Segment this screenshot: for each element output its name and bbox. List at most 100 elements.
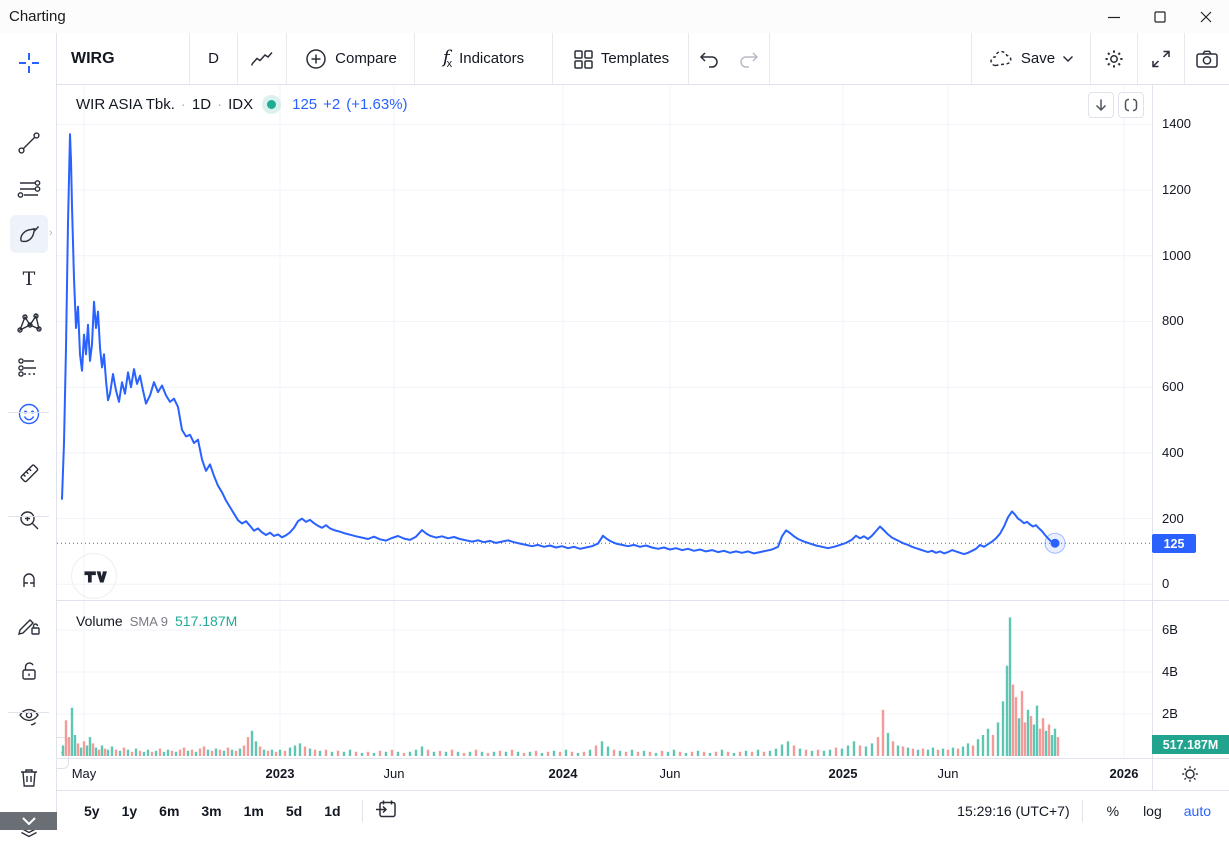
legend-exchange[interactable]: IDX: [228, 96, 254, 113]
date-range-switcher: 5y 1y 6m 3m 1m 5d 1d: [73, 803, 352, 819]
market-status-dot[interactable]: [267, 100, 277, 109]
cloud-icon: [990, 50, 1012, 66]
line-chart-icon: [251, 51, 273, 65]
price-tick-label: 1200: [1162, 182, 1191, 197]
templates-button[interactable]: Templates: [553, 33, 689, 84]
legend-interval[interactable]: 1D: [191, 96, 212, 113]
sidebar-separator: [8, 712, 49, 713]
save-button[interactable]: Save: [971, 33, 1091, 84]
indicators-button[interactable]: fx Indicators: [415, 33, 553, 84]
legend-change-pct: (+1.63%): [346, 96, 408, 113]
undo-icon[interactable]: [696, 48, 720, 70]
price-tick-label: 800: [1162, 313, 1184, 328]
close-button[interactable]: [1183, 0, 1229, 33]
volume-sma-label[interactable]: SMA 9: [129, 613, 168, 629]
range-6m[interactable]: 6m: [159, 802, 180, 819]
go-to-date-icon: [375, 800, 396, 818]
compare-button[interactable]: Compare: [287, 33, 415, 84]
xabcd-pattern-tool[interactable]: [10, 304, 48, 342]
minimize-button[interactable]: [1091, 0, 1137, 33]
snapshot-button[interactable]: [1185, 33, 1229, 84]
svg-text:T: T: [23, 268, 36, 290]
redo-icon[interactable]: [738, 48, 762, 70]
time-tick-label: Jun: [383, 766, 405, 781]
zoom-in-tool[interactable]: [10, 501, 48, 539]
time-tick-label: 2024: [548, 766, 578, 781]
crosshair-tool[interactable]: [10, 44, 48, 82]
legend-title[interactable]: WIR ASIA Tbk.: [76, 96, 175, 113]
legend-separator: ·: [217, 96, 223, 113]
undo-redo-group: [689, 33, 770, 84]
magnet-tool[interactable]: [10, 561, 48, 599]
compare-label: Compare: [335, 50, 397, 67]
last-price-badge: 125: [1152, 534, 1196, 553]
drawing-mode-lock-tool[interactable]: [10, 606, 48, 644]
camera-icon: [1196, 50, 1218, 68]
range-1d[interactable]: 1d: [324, 802, 341, 819]
log-scale-button[interactable]: log: [1143, 802, 1162, 819]
time-tick-label: 2025: [828, 766, 858, 781]
go-to-date-button[interactable]: [373, 797, 399, 824]
settings-button[interactable]: [1091, 33, 1138, 84]
interval-label: D: [208, 50, 219, 67]
time-tick-label: Jun: [659, 766, 681, 781]
range-3m[interactable]: 3m: [201, 802, 222, 819]
remove-drawings-tool[interactable]: [10, 759, 48, 797]
volume-sma-value: 517.187M: [175, 613, 238, 629]
window-title: Charting: [9, 8, 66, 25]
title-bar: Charting: [0, 0, 1229, 34]
maximize-pane-icon: [1124, 98, 1138, 112]
hide-drawings-tool[interactable]: [10, 698, 48, 736]
tradingview-watermark: [71, 553, 117, 599]
ruler-tool[interactable]: [10, 454, 48, 492]
time-tick-label: May: [71, 766, 97, 781]
maximize-button[interactable]: [1137, 0, 1183, 33]
symbol-legend: WIR ASIA Tbk. · 1D · IDX 125 +2 (+1.63%): [76, 96, 414, 113]
chart-plot-area[interactable]: [57, 85, 1152, 758]
price-tick-label: 1400: [1162, 116, 1191, 131]
volume-legend: Volume SMA 9 517.187M: [76, 613, 237, 629]
fullscreen-button[interactable]: [1138, 33, 1185, 84]
fullscreen-arrows-icon: [1152, 50, 1170, 67]
lock-all-tool[interactable]: [10, 652, 48, 690]
range-5y[interactable]: 5y: [84, 802, 100, 819]
legend-separator: ·: [180, 96, 186, 113]
interval-button[interactable]: D: [190, 33, 238, 84]
brush-submenu-arrow[interactable]: ›: [49, 227, 53, 239]
clock-label[interactable]: 15:29:16 (UTC+7): [957, 802, 1070, 819]
sun-gear-icon: [1182, 766, 1198, 782]
range-1y[interactable]: 1y: [121, 802, 138, 819]
fx-icon: fx: [442, 47, 453, 70]
auto-scale-button[interactable]: auto: [1183, 802, 1211, 819]
symbol-search-button[interactable]: WIRG: [57, 33, 190, 84]
range-1m[interactable]: 1m: [243, 802, 264, 819]
forecast-tool[interactable]: [10, 348, 48, 386]
trend-line-tool[interactable]: [10, 124, 48, 162]
pane-maximize-button[interactable]: [1118, 92, 1144, 118]
volume-tick-label: 6B: [1162, 622, 1178, 637]
arrow-down-icon: [1095, 99, 1107, 112]
range-5d[interactable]: 5d: [285, 802, 303, 819]
percent-scale-button[interactable]: %: [1106, 802, 1120, 819]
fib-lines-tool[interactable]: [10, 170, 48, 208]
divider: [361, 799, 363, 822]
save-label: Save: [1020, 50, 1056, 67]
volume-label[interactable]: Volume: [76, 613, 123, 629]
chart-type-button[interactable]: [238, 33, 287, 84]
gear-icon: [1105, 50, 1123, 67]
legend-change: +2: [323, 96, 341, 113]
time-axis-settings-button[interactable]: [1178, 762, 1202, 786]
text-tool[interactable]: T: [10, 260, 48, 298]
time-tick-label: 2026: [1109, 766, 1139, 781]
pane-separator[interactable]: [57, 600, 1229, 601]
time-tick-label: Jun: [937, 766, 959, 781]
volume-value-badge: 517.187M: [1152, 735, 1229, 754]
tradingview-logo-icon: [83, 571, 107, 583]
sidebar-scroll-down[interactable]: [0, 812, 57, 830]
pane-move-down-button[interactable]: [1088, 92, 1114, 118]
emoji-tool[interactable]: [10, 395, 48, 433]
price-tick-label: 200: [1162, 511, 1184, 526]
brush-tool[interactable]: [10, 215, 48, 253]
sidebar-separator: [8, 412, 49, 413]
